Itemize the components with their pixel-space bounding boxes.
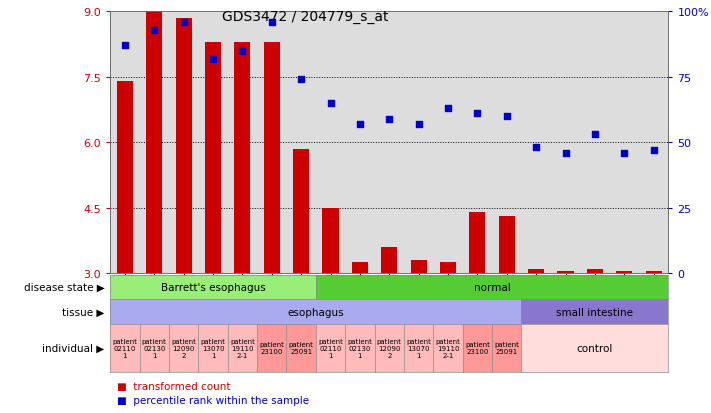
Text: patient
19110
2-1: patient 19110 2-1: [436, 338, 461, 358]
Text: GDS3472 / 204779_s_at: GDS3472 / 204779_s_at: [223, 10, 389, 24]
Bar: [293, 150, 309, 273]
Bar: [381, 247, 397, 273]
Point: [589, 132, 601, 138]
Text: patient
23100: patient 23100: [260, 342, 284, 354]
Bar: [176, 19, 192, 273]
Point: [471, 111, 483, 117]
Bar: [528, 269, 544, 273]
Text: patient
25091: patient 25091: [494, 342, 519, 354]
Point: [119, 43, 131, 50]
Point: [266, 19, 277, 26]
Point: [178, 19, 189, 26]
Text: individual ▶: individual ▶: [42, 343, 105, 353]
Bar: [587, 269, 603, 273]
Bar: [410, 260, 427, 273]
Text: patient
23100: patient 23100: [465, 342, 490, 354]
Point: [149, 27, 160, 34]
Text: control: control: [577, 343, 613, 353]
Point: [501, 114, 513, 120]
Text: tissue ▶: tissue ▶: [62, 307, 105, 317]
Point: [383, 116, 395, 123]
Text: Barrett's esophagus: Barrett's esophagus: [161, 282, 265, 292]
Point: [325, 100, 336, 107]
Text: patient
02110
1: patient 02110 1: [112, 338, 137, 358]
Point: [648, 147, 659, 154]
Text: esophagus: esophagus: [287, 307, 344, 317]
Bar: [205, 43, 221, 273]
Point: [619, 150, 630, 157]
Text: ■  transformed count: ■ transformed count: [117, 381, 231, 391]
Point: [413, 121, 424, 128]
Text: patient
13070
1: patient 13070 1: [201, 338, 225, 358]
Text: small intestine: small intestine: [557, 307, 634, 317]
Text: patient
02130
1: patient 02130 1: [348, 338, 373, 358]
Point: [560, 150, 571, 157]
Point: [208, 56, 219, 63]
Bar: [616, 271, 632, 273]
Point: [530, 145, 542, 152]
Text: patient
02130
1: patient 02130 1: [141, 338, 166, 358]
Bar: [440, 263, 456, 273]
Point: [237, 48, 248, 55]
Bar: [352, 263, 368, 273]
Point: [296, 77, 307, 83]
Bar: [646, 271, 662, 273]
Text: patient
13070
1: patient 13070 1: [406, 338, 431, 358]
Text: patient
19110
2-1: patient 19110 2-1: [230, 338, 255, 358]
Bar: [264, 43, 280, 273]
Text: disease state ▶: disease state ▶: [23, 282, 105, 292]
Text: normal: normal: [474, 282, 510, 292]
Bar: [469, 213, 486, 273]
Text: patient
12090
2: patient 12090 2: [377, 338, 402, 358]
Bar: [498, 217, 515, 273]
Bar: [235, 43, 250, 273]
Bar: [323, 208, 338, 273]
Bar: [146, 12, 162, 273]
Point: [442, 106, 454, 112]
Bar: [117, 82, 133, 273]
Point: [354, 121, 365, 128]
Text: patient
25091: patient 25091: [289, 342, 314, 354]
Bar: [557, 271, 574, 273]
Text: patient
02110
1: patient 02110 1: [318, 338, 343, 358]
Text: ■  percentile rank within the sample: ■ percentile rank within the sample: [117, 395, 309, 405]
Text: patient
12090
2: patient 12090 2: [171, 338, 196, 358]
